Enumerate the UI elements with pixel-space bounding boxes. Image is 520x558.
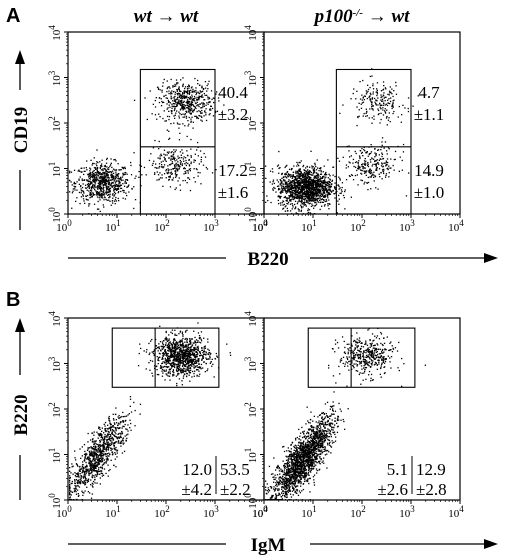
x-tick-label: 100 [56, 218, 72, 234]
gate-sd-upper: ±3.2 [218, 105, 249, 124]
x-tick-label: 102 [154, 504, 170, 520]
y-tick-label: 103 [47, 70, 63, 86]
panel-letter-b: B [6, 289, 20, 311]
y-tick-label: 104 [243, 311, 259, 327]
gate-percent-upper: 4.7 [418, 83, 440, 102]
y-tick-label: 104 [243, 25, 259, 41]
y-tick-label: 101 [47, 162, 63, 178]
x-tick-label: 102 [350, 504, 366, 520]
gate-sd-left: ±2.6 [377, 480, 408, 499]
x-tick-label: 102 [154, 218, 170, 234]
y-tick-label: 103 [243, 356, 259, 372]
x-tick-label: 101 [105, 218, 121, 234]
panel-letter-a: A [6, 5, 20, 27]
scatter-plot-4: 5.1±2.6 12.9±2.8 [263, 317, 461, 501]
gate-sd-right: ±2.8 [416, 480, 447, 499]
scatter-plot-3: 12.0±4.2 53.5±2.2 [67, 317, 265, 501]
dot-cloud [265, 68, 431, 215]
y-tick-label: 104 [47, 311, 63, 327]
y-tick-label: 100 [47, 493, 63, 509]
y-tick-label: 100 [47, 207, 63, 223]
arrow-up-icon [15, 318, 25, 332]
x-tick-label: 101 [301, 504, 317, 520]
gate-sd-lower: ±1.0 [414, 183, 445, 202]
y-tick-label: 102 [47, 116, 63, 132]
gate-sd-lower: ±1.6 [218, 183, 249, 202]
dot-cloud [265, 327, 426, 501]
plot-title-wt: wt → wt [134, 6, 199, 27]
x-tick-label: 100 [252, 504, 268, 520]
gate-sd-upper: ±1.1 [414, 105, 445, 124]
y-tick-label: 103 [243, 70, 259, 86]
x-axis-a-title: B220 [247, 249, 288, 270]
x-tick-label: 100 [252, 218, 268, 234]
y-axis-b-title: B220 [11, 394, 32, 435]
x-tick-label: 103 [399, 218, 415, 234]
arrow-right-icon [484, 253, 498, 263]
gate-box [307, 327, 416, 388]
arrow-right-icon [484, 539, 498, 549]
x-tick-label: 104 [252, 504, 268, 520]
y-tick-label: 102 [243, 402, 259, 418]
gate-box [139, 68, 216, 215]
x-tick-label: 104 [448, 504, 464, 520]
y-tick-label: 100 [243, 493, 259, 509]
y-tick-label: 101 [243, 162, 259, 178]
y-tick-label: 101 [47, 448, 63, 464]
gate-percent-upper: 40.4 [218, 83, 248, 102]
scatter-plot-2: 4.7 ±1.1 14.9 ±1.0 [263, 31, 461, 215]
x-tick-label: 103 [203, 218, 219, 234]
gate-percent-left: 5.1 [387, 460, 408, 479]
gate-box [335, 68, 412, 215]
gate-box [111, 327, 220, 388]
dot-cloud [69, 322, 232, 501]
gate-percent-left: 12.0 [182, 460, 212, 479]
x-tick-label: 104 [448, 218, 464, 234]
x-tick-label: 104 [252, 218, 268, 234]
x-tick-label: 102 [350, 218, 366, 234]
y-tick-label: 103 [47, 356, 63, 372]
gate-sd-left: ±4.2 [181, 480, 212, 499]
x-tick-label: 101 [105, 504, 121, 520]
x-tick-label: 100 [56, 504, 72, 520]
x-tick-label: 101 [301, 218, 317, 234]
y-tick-label: 104 [47, 25, 63, 41]
arrow-up-icon [15, 50, 25, 64]
dot-cloud [69, 77, 225, 215]
gate-percent-right: 53.5 [220, 460, 250, 479]
x-tick-label: 103 [203, 504, 219, 520]
y-axis-a-title: CD19 [11, 107, 32, 153]
gate-percent-right: 12.9 [416, 460, 446, 479]
y-tick-label: 102 [47, 402, 63, 418]
scatter-plot-1: 40.4 ±3.2 17.2 ±1.6 [67, 31, 265, 215]
gate-sd-right: ±2.2 [220, 480, 251, 499]
x-axis-b-title: IgM [251, 535, 286, 556]
gate-percent-lower: 17.2 [218, 161, 248, 180]
y-tick-label: 100 [243, 207, 259, 223]
y-tick-label: 101 [243, 448, 259, 464]
x-tick-label: 103 [399, 504, 415, 520]
y-tick-label: 102 [243, 116, 259, 132]
plot-title-p100: p100-/- → wt [313, 6, 411, 27]
gate-percent-lower: 14.9 [414, 161, 444, 180]
